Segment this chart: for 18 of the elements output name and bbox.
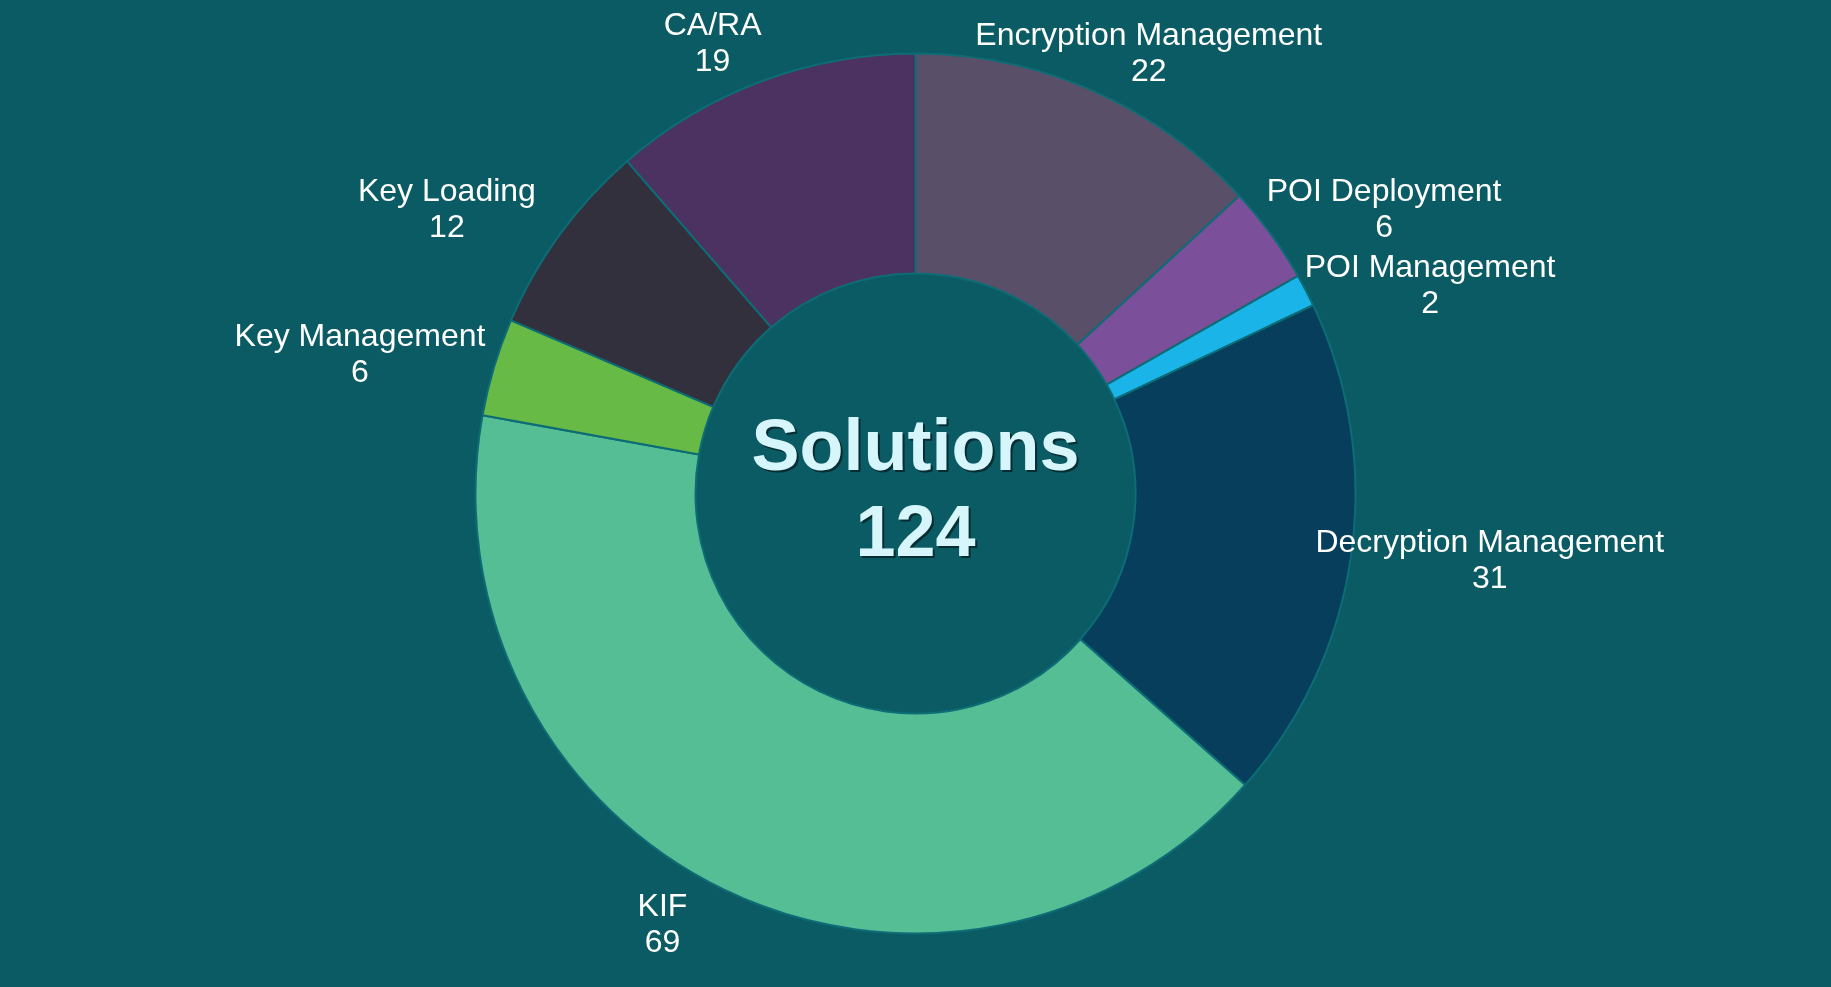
slice-label: Key Management xyxy=(234,317,486,354)
data-label: 6 xyxy=(1375,208,1393,245)
text: Solutions xyxy=(751,405,1080,486)
data-label: 19 xyxy=(694,41,731,78)
slice-label: POI Deployment xyxy=(1266,172,1502,209)
slice-label: POI Management xyxy=(1304,248,1556,285)
slice-label: Decryption Management xyxy=(1315,522,1665,559)
slice-label: KIF xyxy=(637,887,688,924)
text: 124 xyxy=(855,491,976,572)
data-label: 2 xyxy=(1421,284,1439,321)
slice-label: Encryption Management xyxy=(975,15,1323,52)
slice-label: Key Loading xyxy=(357,172,536,209)
data-label: 69 xyxy=(644,923,681,960)
slice-label: CA/RA xyxy=(663,5,763,42)
data-label: 6 xyxy=(351,353,369,390)
data-label: 22 xyxy=(1130,51,1167,88)
data-label: 12 xyxy=(429,208,465,245)
data-label: 31 xyxy=(1471,558,1508,595)
